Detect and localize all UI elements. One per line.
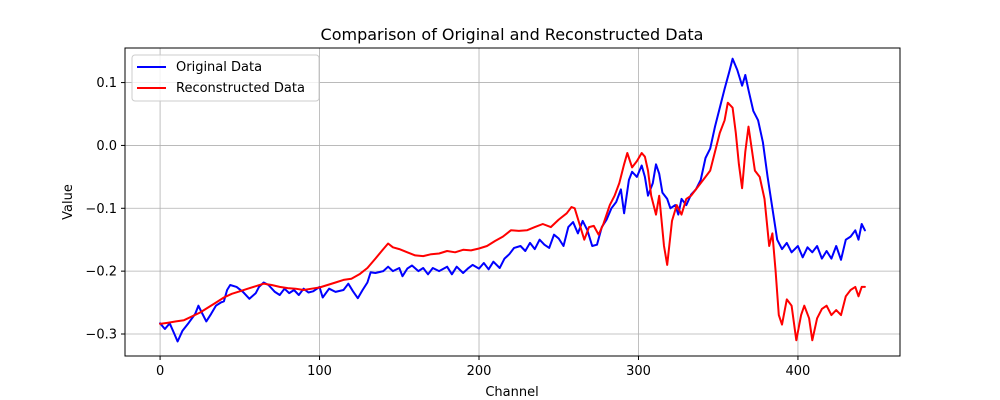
series-layer: [159, 57, 866, 343]
grid-lines: [125, 48, 900, 356]
x-tick-label: 400: [786, 364, 811, 379]
legend: Original Data Reconstructed Data: [131, 54, 320, 102]
x-axis-label: Channel: [485, 385, 538, 400]
x-tick-label: 200: [467, 364, 492, 379]
x-tick-label: 0: [156, 364, 164, 379]
y-tick-label: 0.0: [96, 139, 117, 154]
y-tick-label: −0.3: [85, 328, 117, 343]
legend-label-original: Original Data: [176, 60, 262, 75]
plot-area-frame: [124, 47, 901, 357]
legend-box: [131, 54, 320, 102]
chart-title: Comparison of Original and Reconstructed…: [321, 25, 704, 44]
y-tick-label: −0.2: [85, 265, 117, 280]
series-line-original-data: [159, 57, 866, 343]
y-axis-label: Value: [61, 184, 76, 220]
axis-ticks: 0 100 200 300 400 −0.3 −0.2 −0.1 0.0 0.1: [85, 76, 810, 379]
y-tick-label: 0.1: [96, 76, 117, 91]
x-tick-label: 300: [626, 364, 651, 379]
legend-label-reconstructed: Reconstructed Data: [176, 81, 305, 96]
x-tick-label: 100: [307, 364, 332, 379]
series-line-reconstructed-data: [159, 101, 866, 342]
y-tick-label: −0.1: [85, 202, 117, 217]
